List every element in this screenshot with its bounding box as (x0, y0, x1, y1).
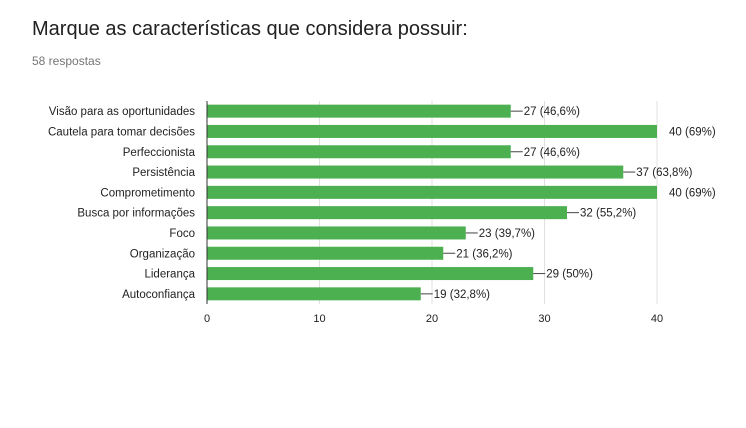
question-title: Marque as características que considera … (32, 18, 468, 40)
bar (207, 104, 511, 118)
bar (207, 206, 567, 220)
category-label: Visão para as oportunidades (49, 106, 195, 118)
data-label: 29 (50%) (546, 269, 593, 281)
bar (207, 124, 657, 138)
x-tick-label: 0 (204, 313, 210, 325)
data-label: 37 (63,8%) (636, 167, 692, 179)
category-label: Perfeccionista (123, 147, 196, 159)
bar-layer (207, 104, 657, 301)
category-label: Cautela para tomar decisões (48, 126, 195, 138)
data-label: 23 (39,7%) (479, 228, 535, 240)
data-label: 27 (46,6%) (524, 106, 580, 118)
data-label: 19 (32,8%) (434, 289, 490, 301)
x-tick-label: 10 (313, 313, 325, 325)
label-layer: Visão para as oportunidades 27 (46,6%) Cau… (48, 106, 716, 301)
category-label: Autoconfiança (122, 289, 195, 301)
data-label: 27 (46,6%) (524, 147, 580, 159)
bar (207, 246, 444, 260)
x-tick-label: 40 (651, 313, 663, 325)
bar (207, 145, 511, 159)
data-label: 21 (36,2%) (456, 248, 512, 260)
axis-layer: 0 10 20 30 40 (204, 101, 663, 325)
category-label: Comprometimento (100, 187, 195, 199)
data-label: 32 (55,2%) (580, 208, 636, 220)
x-tick-label: 30 (538, 313, 550, 325)
category-label: Liderança (144, 269, 195, 281)
response-count: 58 respostas (32, 54, 101, 68)
bar (207, 287, 421, 301)
bar (207, 165, 624, 179)
data-label: 40 (69%) (669, 126, 716, 138)
data-label: 40 (69%) (669, 187, 716, 199)
bar (207, 185, 657, 199)
category-label: Organização (130, 248, 195, 260)
bar (207, 267, 534, 281)
category-label: Persistência (132, 167, 195, 179)
x-tick-label: 20 (426, 313, 438, 325)
category-label: Foco (169, 228, 195, 240)
bar (207, 226, 466, 240)
category-label: Busca por informações (77, 208, 195, 220)
